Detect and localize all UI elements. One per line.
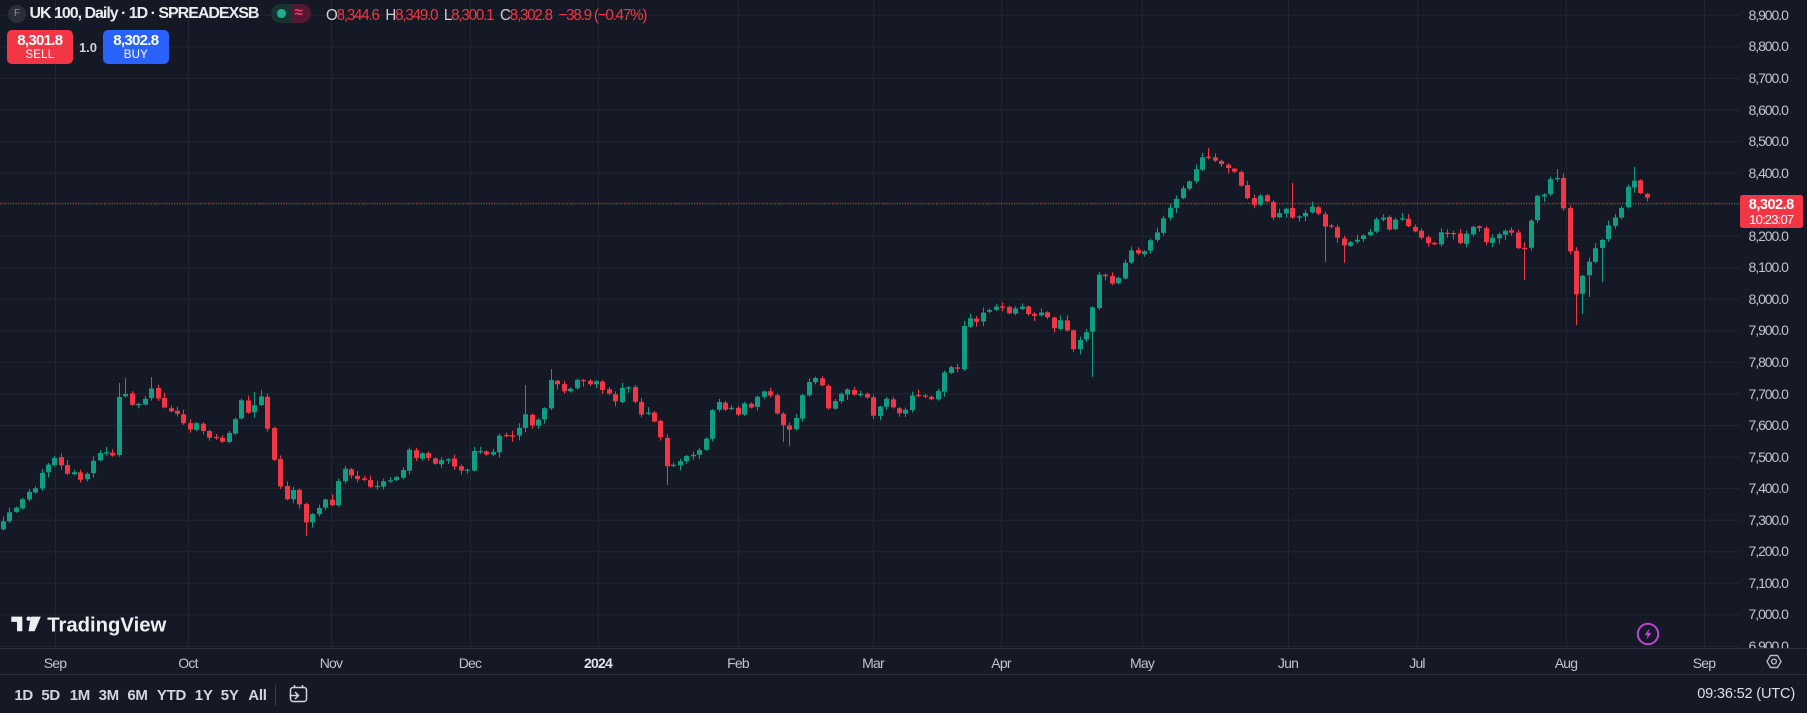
svg-text:TradingView: TradingView xyxy=(47,614,166,636)
